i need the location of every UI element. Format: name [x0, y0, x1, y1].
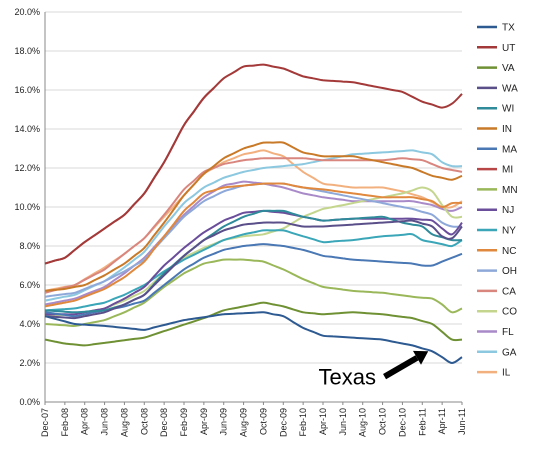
y-tick-label: 18.0% — [14, 46, 40, 56]
x-tick-label: Aug-10 — [358, 408, 368, 437]
y-tick-label: 12.0% — [14, 163, 40, 173]
series-line-wa — [44, 219, 463, 320]
x-tick-label: Apr-11 — [437, 408, 447, 434]
x-tick-label: Aug-08 — [119, 408, 129, 437]
x-tick-label: Jun-11 — [457, 408, 467, 435]
x-tick-label: Feb-10 — [298, 408, 308, 437]
x-tick-label: Apr-08 — [80, 408, 90, 435]
series-line-ny — [44, 229, 463, 312]
y-tick-label: 6.0% — [19, 280, 40, 290]
legend-label-ny: NY — [502, 226, 516, 237]
y-tick-label: 8.0% — [19, 241, 40, 251]
series-line-ut — [44, 63, 463, 265]
series-lines — [44, 63, 463, 364]
legend-label-mi: MI — [502, 165, 513, 176]
x-axis: Dec-07 Feb-08 Apr-08 Jun-08 Aug-08 Oct-08 Dec-… — [40, 401, 467, 437]
series-line-ga — [44, 149, 463, 302]
x-tick-label: Dec-07 — [40, 408, 50, 437]
x-tick-label: Jun-10 — [338, 408, 348, 436]
y-tick-label: 14.0% — [14, 124, 40, 134]
x-tick-label: Apr-09 — [199, 408, 209, 435]
legend-label-va: VA — [502, 63, 515, 74]
series-line-mn — [44, 258, 463, 327]
legend-label-mn: MN — [502, 185, 518, 196]
legend-label-nc: NC — [502, 246, 516, 257]
y-tick-label: 2.0% — [19, 358, 40, 368]
x-tick-label: Feb-09 — [179, 408, 189, 437]
series-line-mi — [44, 87, 215, 265]
series-line-nc — [44, 182, 463, 308]
legend: TX UT VA WA WI IN MA MI MN NJ NY NC OH CA CO FL GA IL — [477, 23, 518, 379]
legend-label-il: IL — [502, 368, 511, 379]
series-line-fl — [44, 180, 463, 306]
legend-label-ga: GA — [502, 347, 517, 358]
legend-label-wi: WI — [502, 104, 514, 115]
x-tick-label: Feb-08 — [60, 408, 70, 437]
x-tick-label: Oct-10 — [378, 408, 388, 435]
annotation-arrow-head — [412, 350, 429, 365]
legend-label-nj: NJ — [502, 205, 514, 216]
legend-label-oh: OH — [502, 266, 517, 277]
y-axis: 0.0% 2.0% 4.0% 6.0% 8.0% 10.0% 12.0% 14.0% 16.0%… — [14, 7, 46, 407]
series-line-in — [44, 141, 463, 292]
y-tick-label: 10.0% — [14, 202, 40, 212]
y-tick-label: 20.0% — [14, 7, 40, 17]
legend-label-ca: CA — [502, 286, 516, 297]
legend-label-fl: FL — [502, 327, 514, 338]
x-tick-label: Dec-08 — [159, 408, 169, 437]
x-tick-label: Oct-08 — [139, 408, 149, 435]
legend-label-ma: MA — [502, 144, 517, 155]
series-line-ca — [44, 157, 463, 294]
y-tick-label: 16.0% — [14, 85, 40, 95]
y-tick-label: 0.0% — [19, 397, 40, 407]
annotation-text: Texas — [319, 365, 376, 390]
x-tick-label: Jun-09 — [219, 408, 229, 436]
legend-label-tx: TX — [502, 23, 515, 34]
legend-label-in: IN — [502, 124, 512, 135]
legend-label-wa: WA — [502, 83, 518, 94]
x-tick-label: Aug-09 — [239, 408, 249, 437]
legend-label-co: CO — [502, 307, 517, 318]
series-line-va — [44, 301, 463, 347]
x-tick-label: Oct-09 — [258, 408, 268, 435]
x-tick-label: Jun-08 — [100, 408, 110, 436]
x-tick-label: Dec-09 — [278, 408, 288, 437]
y-tick-label: 4.0% — [19, 319, 40, 329]
x-tick-label: Feb-11 — [417, 408, 427, 436]
x-tick-label: Dec-10 — [397, 408, 407, 437]
texas-annotation: Texas — [319, 350, 429, 390]
legend-label-ut: UT — [502, 43, 515, 54]
series-line-tx — [44, 311, 463, 364]
x-tick-label: Apr-10 — [318, 408, 328, 435]
annotation-arrow-line — [383, 355, 419, 380]
